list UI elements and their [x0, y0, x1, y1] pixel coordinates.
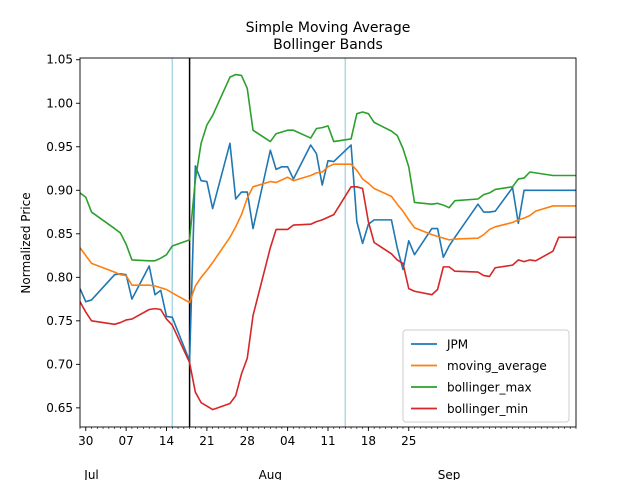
series-line-JPM	[80, 142, 576, 362]
chart-title: Simple Moving Average Bollinger Bands	[246, 20, 411, 53]
y-tick-label: 1.00	[46, 96, 73, 110]
legend-label-bollinger_min: bollinger_min	[447, 402, 528, 416]
y-tick-label: 0.95	[46, 140, 73, 154]
x-month-label: Sep	[438, 468, 461, 480]
y-tick-label: 0.75	[46, 314, 73, 328]
x-month-label: Jul	[83, 468, 98, 480]
chart-title-line-2: Bollinger Bands	[273, 37, 383, 53]
x-tick-label: 18	[361, 434, 376, 448]
y-tick-label: 0.90	[46, 183, 73, 197]
x-tick-label: 28	[240, 434, 255, 448]
x-tick-label: 30	[78, 434, 93, 448]
x-tick-label: 25	[401, 434, 416, 448]
x-month-label: Aug	[259, 468, 282, 480]
y-tick-label: 1.05	[46, 53, 73, 67]
series-group	[80, 58, 576, 427]
x-tick-label: 07	[118, 434, 133, 448]
legend-label-bollinger_max: bollinger_max	[447, 381, 532, 395]
y-tick-label: 0.85	[46, 227, 73, 241]
y-tick-label: 0.70	[46, 357, 73, 371]
x-tick-label: 14	[159, 434, 174, 448]
legend: JPM moving_average bollinger_max bollinger_…	[402, 329, 570, 423]
y-tick-label: 0.65	[46, 401, 73, 415]
x-tick-label: 11	[320, 434, 335, 448]
y-tick-label: 0.80	[46, 270, 73, 284]
legend-label-JPM: JPM	[446, 338, 468, 352]
y-axis-label: Normalized Price	[19, 192, 33, 293]
x-tick-label: 21	[199, 434, 214, 448]
series-line-moving_average	[80, 163, 576, 304]
x-tick-label: 04	[280, 434, 295, 448]
plot-area: 0.65 0.70 0.75 0.80 0.85 0.90 0.95 1.00 1.05 30 07…	[46, 53, 577, 482]
legend-label-moving_average: moving_average	[447, 359, 547, 373]
legend-box	[402, 329, 570, 423]
series-line-bollinger_max	[80, 73, 576, 262]
series-line-bollinger_min	[80, 186, 576, 411]
chart-title-line-1: Simple Moving Average	[246, 20, 411, 36]
